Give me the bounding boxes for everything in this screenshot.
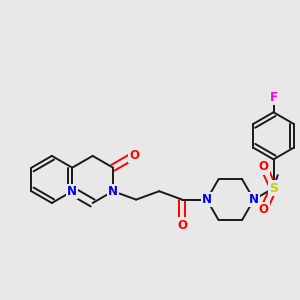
Text: O: O (259, 160, 269, 173)
Text: F: F (269, 91, 278, 104)
Text: O: O (129, 149, 139, 162)
Text: N: N (249, 193, 259, 206)
Text: O: O (177, 219, 187, 232)
Text: N: N (202, 193, 212, 206)
Text: N: N (108, 185, 118, 198)
Text: N: N (67, 185, 77, 198)
Text: S: S (269, 182, 278, 195)
Text: O: O (259, 203, 269, 216)
